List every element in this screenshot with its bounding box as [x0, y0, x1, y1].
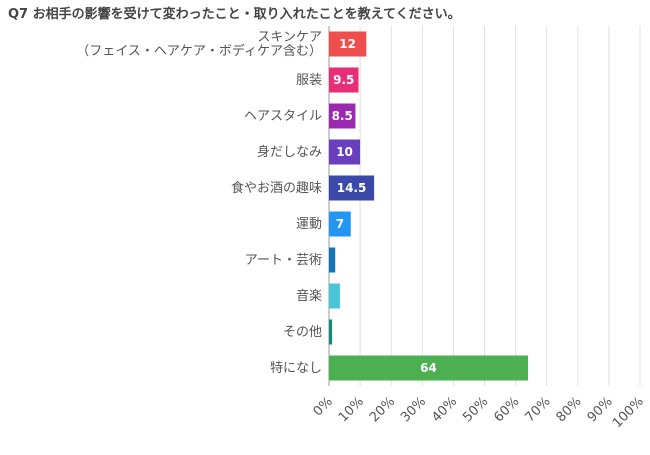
- category-label: アート・芸術: [245, 252, 322, 268]
- category-label: ヘアスタイル: [244, 109, 322, 124]
- data-label: 64: [420, 361, 437, 375]
- category-labels: スキンケア（フェイス・ヘアケア・ボディケア含む） 服装ヘアスタイル身だしなみ食やお…: [76, 30, 322, 376]
- data-label: 9.5: [333, 73, 354, 87]
- x-tick-label: 0%: [311, 394, 336, 419]
- bar: [329, 31, 367, 57]
- x-tick-label: 50%: [460, 394, 491, 425]
- bar: [329, 319, 333, 345]
- bar: [329, 103, 356, 129]
- chart-title: Q7 お相手の影響を受けて変わったこと・取り入れたことを教えてください。: [8, 6, 461, 22]
- bars: 12 9.5 8.5 10 14.5 7 64: [329, 31, 529, 381]
- x-tick-label: 60%: [491, 394, 522, 425]
- bar: [329, 283, 340, 309]
- x-tick-label: 80%: [554, 394, 585, 425]
- x-tick-label: 20%: [367, 394, 398, 425]
- category-label: 音楽: [296, 288, 322, 304]
- bar: [329, 355, 529, 381]
- category-label: 身だしなみ: [257, 144, 322, 160]
- bar: [329, 175, 375, 201]
- bar: [329, 247, 336, 273]
- x-tick-labels: 0% 10% 20% 30% 40% 50% 60% 70% 80% 90%100%: [311, 394, 647, 431]
- bar: [329, 211, 351, 237]
- x-tick-label: 40%: [429, 394, 460, 425]
- data-label: 8.5: [332, 109, 353, 123]
- category-label: 食やお酒の趣味: [231, 180, 322, 196]
- category-label: その他: [283, 325, 322, 340]
- data-label: 12: [339, 37, 356, 51]
- data-label: 14.5: [337, 181, 367, 195]
- x-tick-label: 10%: [336, 394, 367, 425]
- gridlines: [359, 26, 641, 386]
- x-tick-label: 30%: [398, 394, 429, 425]
- category-label: 服装: [296, 73, 322, 88]
- category-label: 運動: [296, 217, 322, 232]
- category-label: スキンケア: [257, 30, 322, 45]
- x-tick-label: 70%: [522, 394, 553, 425]
- data-label: 7: [336, 217, 344, 231]
- bar: [329, 139, 361, 165]
- category-label: 特になし: [270, 361, 322, 376]
- x-tick-label: 100%: [610, 394, 647, 431]
- category-label: （フェイス・ヘアケア・ボディケア含む）: [76, 43, 322, 59]
- data-label: 10: [336, 145, 353, 159]
- bar: [329, 67, 359, 93]
